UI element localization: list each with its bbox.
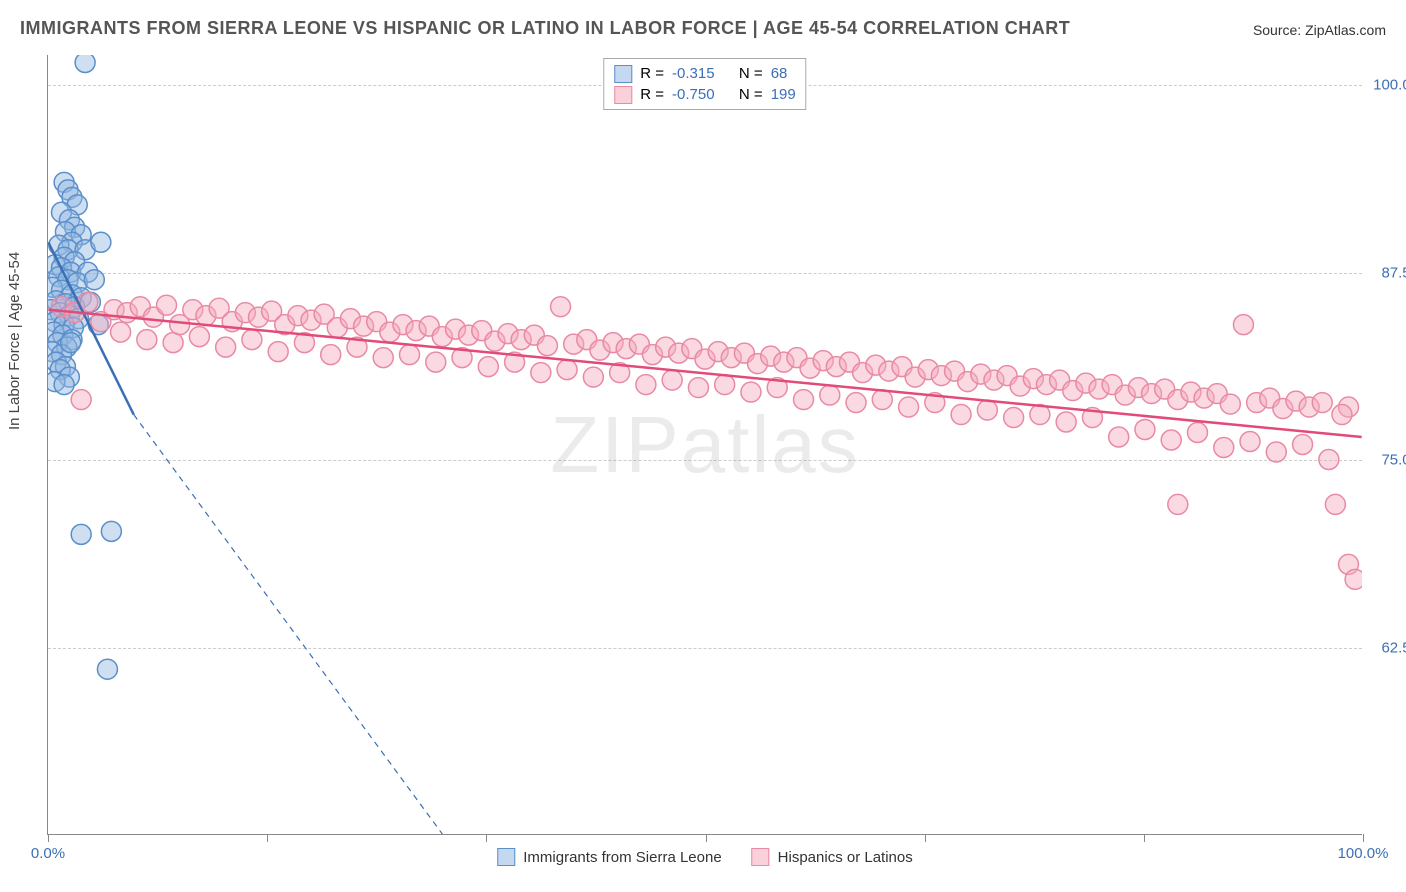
legend-n-label: N = <box>739 63 763 84</box>
legend-n-value: 199 <box>771 84 796 105</box>
legend-r-label: R = <box>640 63 664 84</box>
legend-n-value: 68 <box>771 63 788 84</box>
x-tick <box>486 834 487 842</box>
legend-r-label: R = <box>640 84 664 105</box>
chart-plot-area: ZIPatlas R = -0.315 N = 68 R = -0.750 N … <box>47 55 1362 835</box>
x-tick <box>48 834 49 842</box>
x-tick-label: 0.0% <box>31 845 65 862</box>
x-tick <box>706 834 707 842</box>
legend-row-series2: R = -0.750 N = 199 <box>614 84 795 105</box>
x-tick-label: 100.0% <box>1338 845 1389 862</box>
legend-item-series1: Immigrants from Sierra Leone <box>497 848 721 866</box>
y-tick-label: 100.0% <box>1373 77 1406 94</box>
y-tick-label: 87.5% <box>1381 264 1406 281</box>
legend-n-label: N = <box>739 84 763 105</box>
source-attribution: Source: ZipAtlas.com <box>1253 22 1386 38</box>
legend-label: Hispanics or Latinos <box>778 849 913 866</box>
legend-swatch-pink <box>752 848 770 866</box>
legend-swatch-blue <box>614 65 632 83</box>
correlation-legend: R = -0.315 N = 68 R = -0.750 N = 199 <box>603 58 806 110</box>
legend-r-value: -0.315 <box>672 63 715 84</box>
x-tick <box>1144 834 1145 842</box>
legend-r-value: -0.750 <box>672 84 715 105</box>
legend-row-series1: R = -0.315 N = 68 <box>614 63 795 84</box>
chart-title: IMMIGRANTS FROM SIERRA LEONE VS HISPANIC… <box>20 18 1070 39</box>
scatter-svg <box>48 55 1362 834</box>
x-tick <box>1363 834 1364 842</box>
y-tick-label: 62.5% <box>1381 639 1406 656</box>
x-tick <box>925 834 926 842</box>
y-tick-label: 75.0% <box>1381 452 1406 469</box>
x-tick <box>267 834 268 842</box>
legend-label: Immigrants from Sierra Leone <box>523 849 721 866</box>
legend-swatch-pink <box>614 86 632 104</box>
legend-swatch-blue <box>497 848 515 866</box>
series-legend: Immigrants from Sierra Leone Hispanics o… <box>497 848 912 866</box>
legend-item-series2: Hispanics or Latinos <box>752 848 913 866</box>
y-axis-label: In Labor Force | Age 45-54 <box>6 252 23 430</box>
